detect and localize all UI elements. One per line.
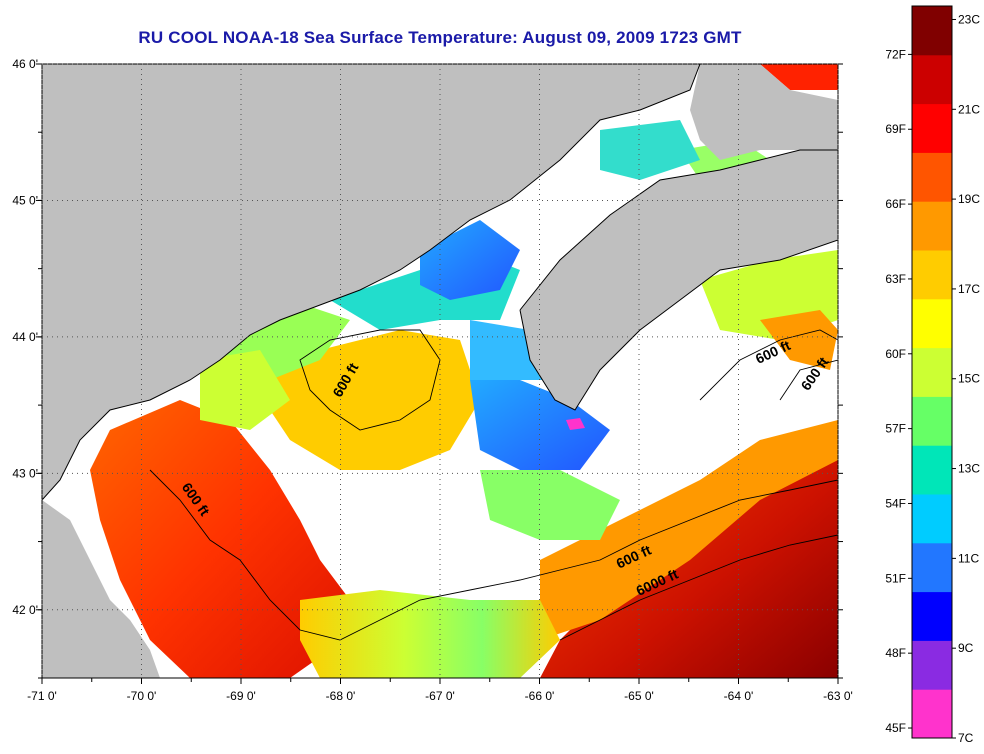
lon-tick-label: -67 0'	[425, 689, 455, 703]
lon-tick-label: -70 0'	[127, 689, 157, 703]
lon-tick-label: -68 0'	[326, 689, 356, 703]
colorbar-c-label: 11C	[958, 551, 979, 565]
colorbar-f-label: 51F	[885, 571, 906, 585]
colorbar-swatch	[912, 298, 952, 349]
lat-tick-label: 46 0'	[12, 57, 38, 71]
sst-blue-yarmouth	[470, 380, 610, 470]
contour-600ft-inner	[299, 329, 441, 431]
colorbar-c-label: 19C	[958, 192, 980, 206]
sst-cyan-northshore	[600, 120, 700, 180]
colorbar-c-label: 23C	[958, 12, 980, 26]
colorbar-swatch	[912, 6, 952, 56]
colorbar-f-label: 66F	[885, 197, 906, 211]
colorbar-swatch	[912, 396, 952, 446]
lon-tick-label: -71 0'	[27, 689, 57, 703]
colorbar-swatch	[912, 494, 952, 544]
sst-magenta-spot	[566, 418, 585, 430]
colorbar-swatch	[912, 347, 952, 397]
colorbar-c-label: 13C	[958, 462, 980, 476]
lat-tick-label: 43 0'	[12, 466, 38, 480]
colorbar-swatch	[912, 201, 952, 251]
lon-tick-label: -63 0'	[823, 689, 853, 703]
colorbar-f-label: 63F	[885, 272, 906, 286]
colorbar-c-label: 9C	[958, 641, 974, 655]
lon-tick-label: -64 0'	[724, 689, 754, 703]
coastline-ns	[519, 149, 838, 411]
lon-tick-label: -66 0'	[525, 689, 555, 703]
colorbar-swatch	[912, 250, 952, 300]
contour-6000ft	[559, 534, 838, 641]
colorbar-swatch	[912, 152, 952, 202]
sst-blue-bay	[420, 220, 520, 300]
colorbar-f-label: 72F	[885, 47, 906, 61]
land-nova-scotia	[520, 150, 838, 410]
sst-green-west	[200, 350, 290, 430]
sst-warm-southwest	[90, 400, 350, 678]
colorbar-f-label: 69F	[885, 122, 906, 136]
sst-red-ne-corner	[760, 64, 838, 90]
colorbar-c-label: 15C	[958, 372, 980, 386]
lon-tick-label: -69 0'	[226, 689, 256, 703]
colorbar-swatch	[912, 640, 952, 690]
colorbar-c-label: 7C	[958, 731, 974, 745]
lat-tick-label: 44 0'	[12, 330, 38, 344]
contour-600ft-gulf	[149, 469, 838, 641]
sst-yellow-south	[300, 590, 560, 678]
colorbar-f-label: 57F	[885, 422, 906, 436]
colorbar-swatch	[912, 689, 952, 739]
lat-tick-label: 45 0'	[12, 193, 38, 207]
colorbar-swatch	[912, 103, 952, 153]
chart-title: RU COOL NOAA-18 Sea Surface Temperature:…	[138, 28, 742, 47]
colorbar-c-label: 21C	[958, 102, 980, 116]
colorbar-swatch	[912, 445, 952, 495]
colorbar-frame	[911, 5, 953, 739]
colorbar-f-label: 60F	[885, 347, 906, 361]
sst-orange-scotian	[760, 310, 838, 370]
sst-green-mid	[480, 470, 620, 540]
land-new-england	[42, 64, 700, 500]
colorbar-f-label: 45F	[885, 721, 906, 735]
colorbar-f-label: 48F	[885, 646, 906, 660]
axis-ticks: -71 0' -70 0' -69 0' -68 0' -67 0' -66 0' -65 …	[12, 57, 852, 703]
colorbar-swatch	[912, 542, 952, 593]
land-ne-top	[690, 64, 838, 160]
colorbar-swatch	[912, 54, 952, 105]
coastline	[42, 64, 701, 501]
contour-600ft-east	[699, 329, 838, 401]
sst-orange-east	[540, 420, 838, 640]
colorbar-f-label: 54F	[885, 496, 906, 510]
colorbar-swatch	[912, 591, 952, 641]
lon-tick-label: -65 0'	[624, 689, 654, 703]
land-cape-cod	[42, 500, 160, 678]
lat-tick-label: 42 0'	[12, 603, 38, 617]
colorbar-c-label: 17C	[958, 282, 980, 296]
